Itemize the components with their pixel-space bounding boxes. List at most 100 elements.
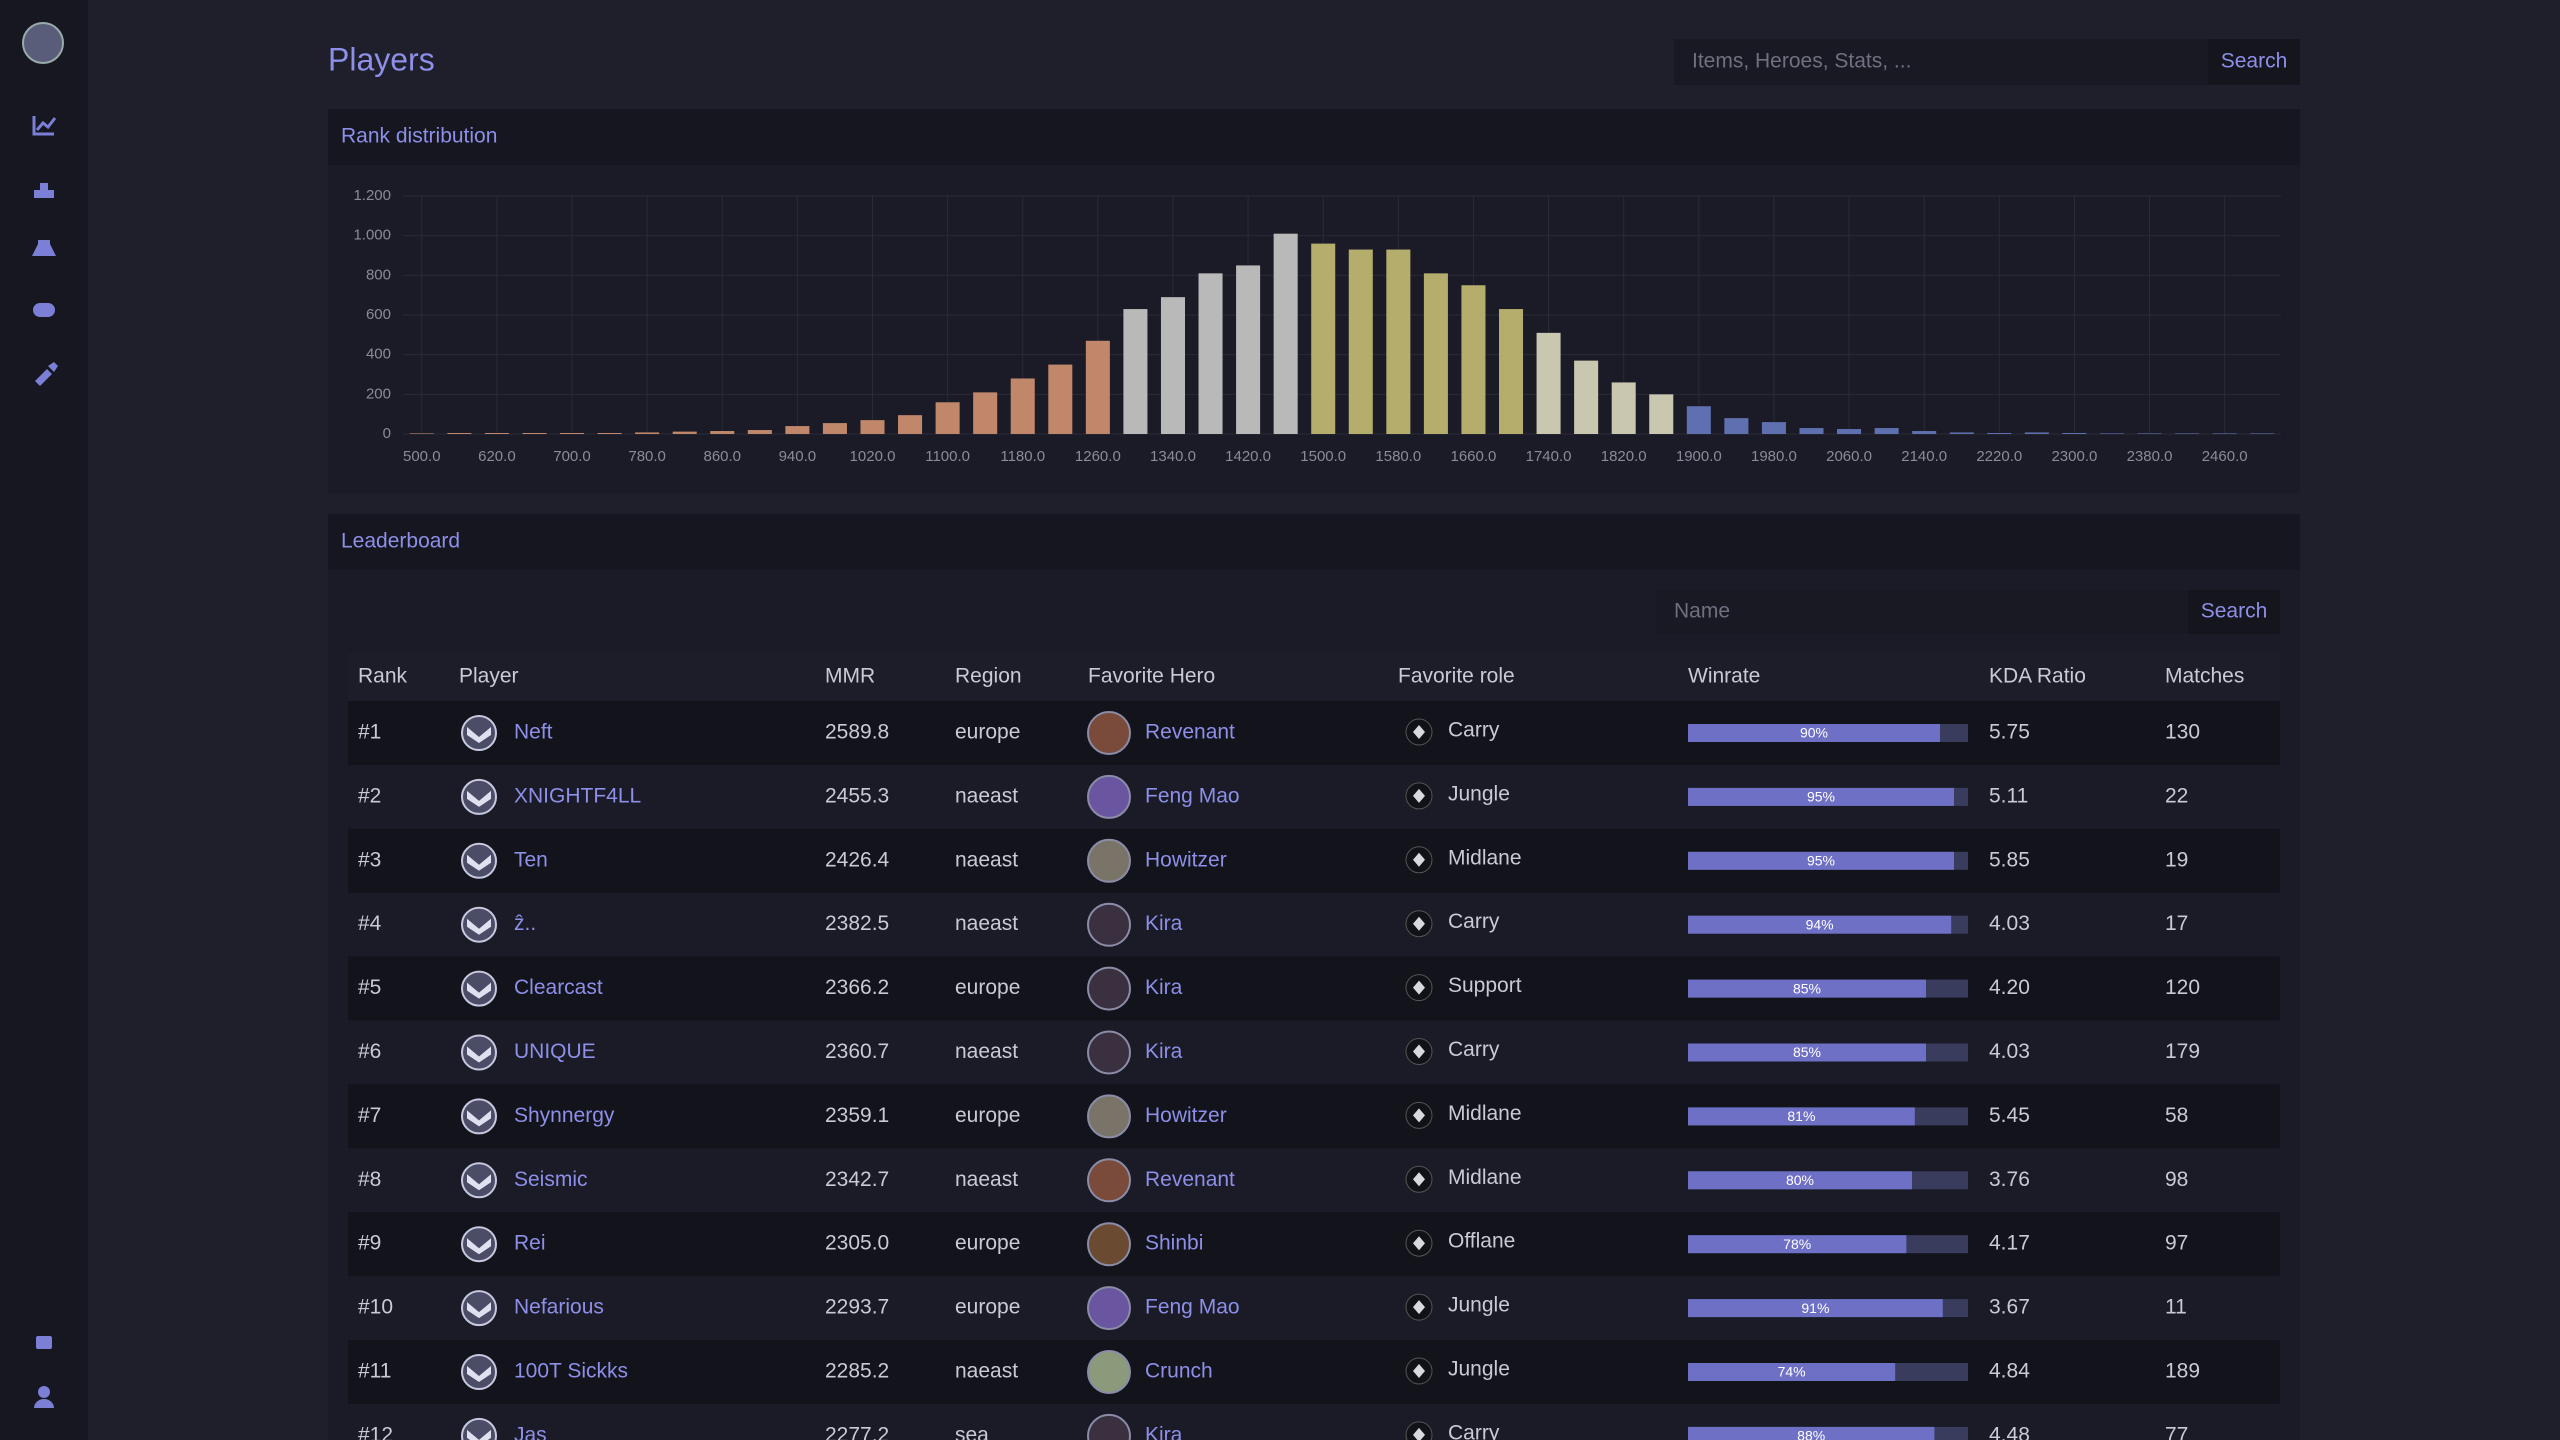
bar (1461, 285, 1486, 434)
mmr: 2293.7 (825, 1296, 889, 1319)
player-name[interactable]: Nefarious (514, 1296, 604, 1319)
region: europe (955, 721, 1020, 744)
player-name[interactable]: Seismic (514, 1168, 588, 1191)
user-icon[interactable] (38, 1386, 50, 1398)
winrate-bar (1688, 851, 1954, 870)
rank-emblem-wings (467, 727, 491, 743)
player-name[interactable]: Jas (514, 1423, 547, 1440)
role: Jungle (1448, 1358, 1510, 1381)
kda: 5.85 (1989, 848, 2030, 871)
rank-emblem (461, 715, 497, 751)
x-tick-label: 780.0 (628, 448, 666, 465)
region: naeast (955, 912, 1018, 935)
hero-name[interactable]: Kira (1145, 976, 1183, 999)
logo[interactable] (22, 22, 64, 64)
x-tick-label: 1500.0 (1300, 448, 1346, 465)
game-icon[interactable] (33, 303, 55, 317)
hero-name[interactable]: Howitzer (1145, 1104, 1227, 1127)
ranks-icon[interactable] (34, 190, 54, 198)
region: sea (955, 1423, 989, 1440)
page-title: Players (328, 41, 435, 77)
mmr: 2277.2 (825, 1423, 889, 1440)
lab-icon[interactable] (32, 240, 56, 256)
x-tick-label: 2060.0 (1826, 448, 1872, 465)
region: europe (955, 1104, 1020, 1127)
player-name[interactable]: UNIQUE (514, 1040, 596, 1063)
name-search-label: Search (2201, 600, 2268, 623)
bar (447, 433, 472, 434)
role-icon-glyph (1413, 788, 1425, 803)
sidebar (0, 0, 88, 1440)
role: Support (1448, 974, 1522, 997)
bar (1912, 431, 1937, 434)
role: Offlane (1448, 1230, 1515, 1253)
tools-icon[interactable] (35, 362, 58, 386)
bar (822, 423, 847, 434)
rank-emblem-wings (467, 1046, 491, 1063)
column-header: Player (459, 665, 519, 688)
matches: 98 (2165, 1168, 2188, 1191)
rank-emblem-wings (467, 854, 491, 871)
player-name[interactable]: Ten (514, 848, 548, 871)
bar (747, 430, 772, 434)
player-name[interactable]: Rei (514, 1232, 546, 1255)
bar (2175, 433, 2200, 434)
winrate-bar (1688, 1235, 1907, 1254)
x-tick-label: 860.0 (703, 448, 741, 465)
x-tick-label: 500.0 (403, 448, 441, 465)
hero-name[interactable]: Crunch (1145, 1360, 1213, 1383)
player-name[interactable]: Neft (514, 721, 553, 744)
kda: 5.11 (1989, 784, 2028, 807)
matches: 17 (2165, 912, 2188, 935)
bar (1987, 433, 2012, 434)
player-name[interactable]: XNIGHTF4LL (514, 784, 641, 807)
bar (1160, 297, 1185, 434)
bar (1085, 340, 1110, 434)
x-tick-label: 1580.0 (1375, 448, 1421, 465)
winrate-label: 94% (1806, 916, 1834, 932)
hero-avatar (1087, 1094, 1131, 1139)
rank-emblem (461, 1354, 497, 1390)
hero-name[interactable]: Feng Mao (1145, 784, 1240, 807)
mmr: 2426.4 (825, 848, 890, 871)
bar (2212, 433, 2237, 434)
hero-avatar (1087, 838, 1131, 883)
role-icon-glyph (1413, 980, 1425, 995)
name-search-button[interactable] (2188, 590, 2280, 634)
mmr: 2589.8 (825, 721, 889, 744)
hero-name[interactable]: Kira (1145, 1040, 1183, 1063)
mmr: 2360.7 (825, 1040, 889, 1063)
search-button[interactable] (2208, 39, 2300, 85)
hero-name[interactable]: Feng Mao (1145, 1296, 1240, 1319)
role: Carry (1448, 1038, 1500, 1061)
player-name[interactable]: Shynnergy (514, 1104, 615, 1127)
matches: 97 (2165, 1232, 2188, 1255)
search-input[interactable] (1674, 39, 2208, 85)
hero-name[interactable]: Revenant (1145, 1168, 1235, 1191)
player-name[interactable]: Clearcast (514, 976, 603, 999)
rank-emblem (461, 1162, 497, 1199)
bar (1837, 429, 1862, 434)
region: naeast (955, 784, 1018, 807)
bar (2137, 433, 2162, 434)
lock-icon[interactable] (36, 1336, 52, 1349)
winrate-bar (1688, 1107, 1915, 1126)
matches: 58 (2165, 1104, 2188, 1127)
name-input[interactable] (1656, 590, 2188, 634)
bar (860, 420, 885, 434)
role-icon-glyph (1413, 916, 1425, 931)
bar (2062, 433, 2087, 434)
hero-name[interactable]: Revenant (1145, 721, 1235, 744)
player-name[interactable]: 100T Sickks (514, 1360, 628, 1383)
hero-avatar (1087, 1413, 1131, 1440)
hero-name[interactable]: Kira (1145, 1423, 1183, 1440)
kda: 4.03 (1989, 912, 2030, 935)
player-name[interactable]: ẑ.. (514, 912, 536, 935)
role-icon-glyph (1413, 1172, 1425, 1187)
hero-name[interactable]: Kira (1145, 912, 1183, 935)
stats-icon[interactable] (32, 116, 57, 136)
hero-name[interactable]: Shinbi (1145, 1232, 1203, 1255)
column-header: Rank (358, 665, 408, 688)
role-icon-glyph (1413, 1300, 1425, 1315)
hero-name[interactable]: Howitzer (1145, 848, 1227, 871)
